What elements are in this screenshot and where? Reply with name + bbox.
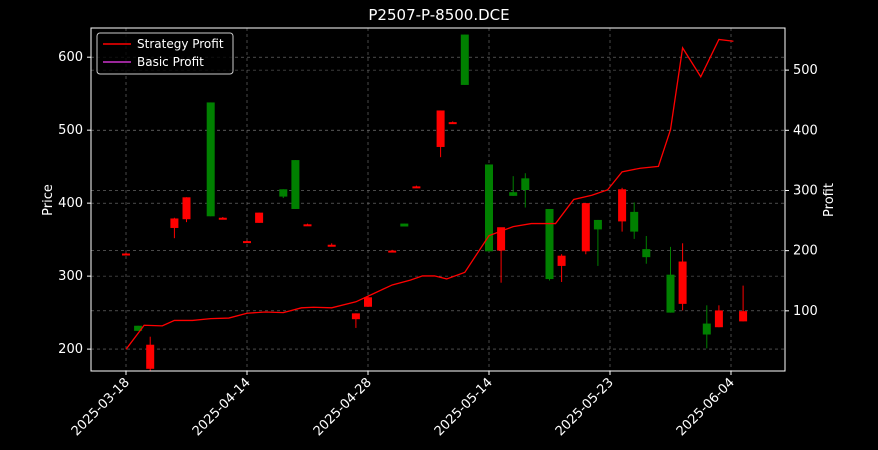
y-axis-label-left: Price xyxy=(41,184,56,216)
candle-body xyxy=(557,255,566,266)
candle-body xyxy=(255,212,264,223)
right-tick-label: 100 xyxy=(793,304,818,319)
candle-body xyxy=(436,110,445,147)
candle-body xyxy=(630,211,639,232)
candle-body xyxy=(388,250,397,253)
candle-body xyxy=(678,261,687,304)
candle-body xyxy=(485,164,493,252)
candle-body xyxy=(351,313,360,320)
right-tick-label: 200 xyxy=(793,244,818,259)
candle-body xyxy=(279,189,288,197)
candle-body xyxy=(243,241,251,244)
candle-body xyxy=(206,102,215,217)
right-tick-label: 400 xyxy=(793,123,818,138)
right-tick-label: 500 xyxy=(793,63,818,78)
left-axis: 200 300 400 500 600 xyxy=(58,50,91,357)
candle-body xyxy=(509,192,518,196)
candle-body xyxy=(545,208,554,280)
candle-body xyxy=(400,223,409,227)
y-axis-label-right: Profit xyxy=(822,183,837,217)
candle-body xyxy=(122,253,130,256)
candle-body xyxy=(327,244,336,247)
candle-body xyxy=(702,323,711,335)
candle-body xyxy=(170,218,179,228)
candle-body xyxy=(412,186,421,189)
left-tick-label: 500 xyxy=(58,123,83,138)
candle-body xyxy=(303,224,312,227)
candle-body xyxy=(714,310,723,328)
candle-body xyxy=(739,311,748,322)
left-tick-label: 600 xyxy=(58,50,83,65)
candle-body xyxy=(146,344,155,369)
candle-body xyxy=(182,197,191,220)
candle-body xyxy=(448,122,457,125)
candle-body xyxy=(291,160,300,209)
legend-label-strategy-profit: Strategy Profit xyxy=(137,37,224,51)
candlesticks xyxy=(122,34,748,371)
left-tick-label: 300 xyxy=(58,269,83,284)
candle-body xyxy=(521,178,530,191)
candle-body xyxy=(364,297,372,307)
candle-body xyxy=(460,34,469,85)
chart-title: P2507-P-8500.DCE xyxy=(368,6,509,24)
legend-label-basic-profit: Basic Profit xyxy=(137,55,204,69)
legend-box xyxy=(96,32,234,75)
candle-body xyxy=(134,325,143,331)
candle-body xyxy=(497,227,506,251)
candle-body xyxy=(642,249,651,258)
right-axis: 100 200 300 400 500 xyxy=(785,63,818,319)
plot-area-frame xyxy=(90,27,786,372)
right-tick-label: 300 xyxy=(793,183,818,198)
candle-body xyxy=(666,274,675,313)
profit-lines xyxy=(125,38,734,350)
candle-body xyxy=(618,189,627,222)
candle-body xyxy=(593,219,602,230)
legend: Strategy Profit Basic Profit xyxy=(96,32,234,75)
left-tick-label: 200 xyxy=(58,342,83,357)
series-line-strategy-profit xyxy=(125,38,734,350)
left-tick-label: 400 xyxy=(58,196,83,211)
candle-body xyxy=(581,203,590,252)
candle-body xyxy=(218,217,227,220)
